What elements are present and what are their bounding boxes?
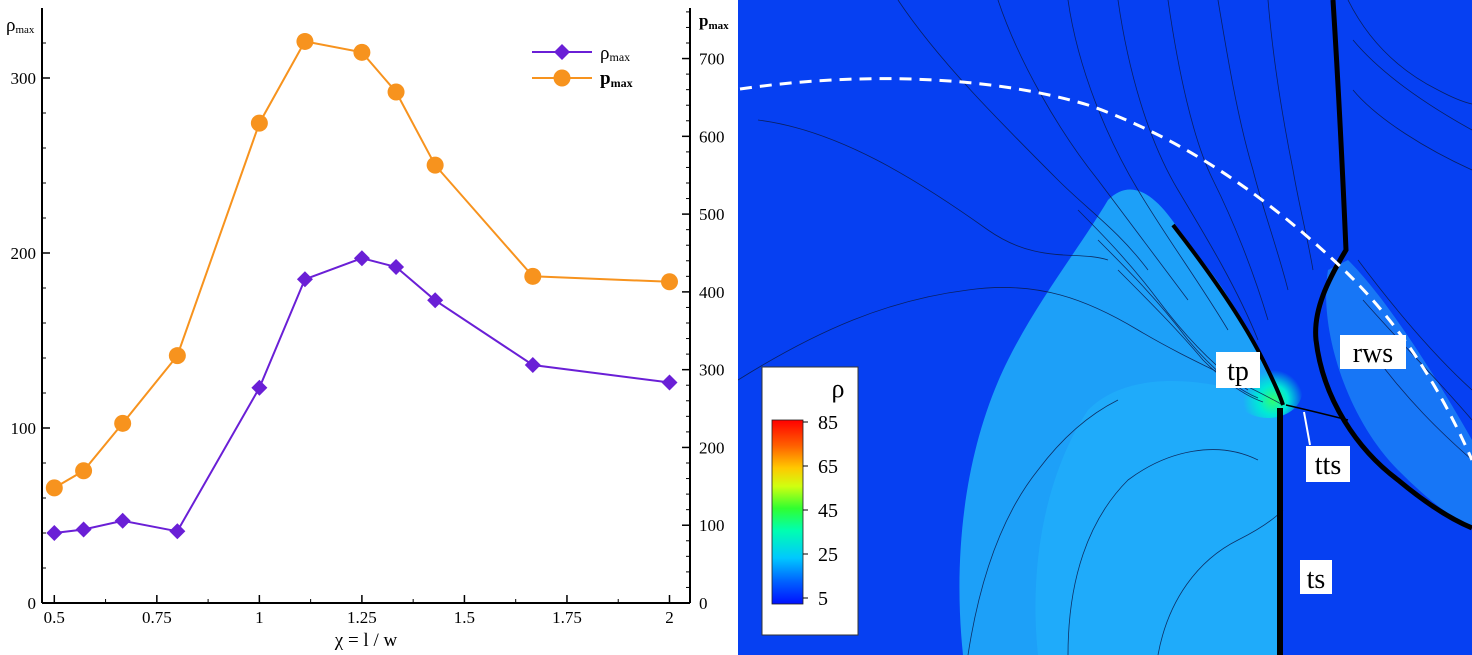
data-point-p-max	[296, 32, 314, 50]
annotation-tp-box	[1216, 352, 1260, 388]
data-point-p-max	[114, 414, 132, 432]
colorbar-ticks: 85 65 45 25 5	[803, 412, 838, 610]
axes: 0.5 0.75 1 1.25 1.5 1.75 2 0 100 200 300 0 100 200 300…	[11, 8, 725, 627]
x-tick-label: 1	[255, 608, 264, 627]
annotation-ts-box	[1300, 560, 1332, 594]
data-point-rho-max	[427, 292, 444, 309]
data-point-rho-max	[114, 512, 131, 529]
x-axis-label: χ = l / w	[334, 630, 398, 651]
colorbar-gradient	[771, 419, 804, 605]
annotation-tp-label: tp	[1227, 356, 1249, 387]
colorbar-tick-label: 25	[818, 544, 838, 566]
annotation-tp: tp	[1216, 352, 1260, 388]
x-tick-label: 0.5	[44, 608, 65, 627]
data-point-p-max	[75, 462, 93, 480]
annotation-tts-pointer	[1303, 411, 1311, 446]
annotation-ts: ts	[1300, 560, 1332, 595]
legend-swatch-marker-rho	[554, 44, 570, 60]
x-tick-label: 2	[665, 608, 674, 627]
line-chart: 0.5 0.75 1 1.25 1.5 1.75 2 0 100 200 300 0 100 200 300…	[6, 8, 729, 651]
data-point-p-max	[426, 156, 444, 174]
annotation-rws-box	[1340, 335, 1406, 369]
y-right-tick-label: 200	[699, 438, 725, 457]
reflected-shock-line	[1313, 0, 1472, 531]
legend: ρmax pmax	[532, 43, 633, 90]
x-tick-label: 0.75	[142, 608, 172, 627]
data-point-rho-max	[661, 374, 678, 391]
y-axis-label-right: pmax	[699, 11, 729, 32]
legend-label-p: pmax	[600, 68, 633, 90]
incident-shock-line	[1171, 223, 1285, 406]
data-point-p-max	[168, 347, 186, 365]
data-point-rho-max	[388, 259, 405, 275]
x-tick-label: 1.25	[347, 608, 377, 627]
colorbar-title: ρ	[832, 374, 845, 403]
shock-lines	[1171, 0, 1472, 655]
y-left-tick-label: 100	[11, 419, 37, 438]
series-line-rho-max	[54, 257, 670, 534]
colorbar-tick-label: 45	[818, 500, 838, 522]
x-tick-label: 1.5	[454, 608, 475, 627]
data-point-rho-max	[353, 250, 370, 267]
y-right-tick-label: 300	[699, 361, 725, 380]
data-point-p-max	[45, 479, 63, 497]
data-point-p-max	[524, 267, 542, 285]
series-layer	[45, 32, 678, 541]
reflected-wave-region	[1326, 260, 1472, 525]
y-left-tick-label: 200	[11, 244, 37, 263]
contour-lines	[738, 0, 1472, 655]
colorbar-legend: ρ 85 65 45 25 5	[761, 366, 859, 636]
data-point-p-max	[387, 83, 405, 101]
legend-label-rho: ρmax	[600, 43, 630, 64]
transverse-shock-line	[1285, 404, 1349, 421]
density-field-plot: tp tts rws ts ρ 85 65 45 25 5	[738, 0, 1472, 655]
data-point-rho-max	[46, 525, 63, 541]
data-point-rho-max	[169, 523, 186, 540]
annotation-rws-label: rws	[1353, 338, 1393, 369]
colorbar-tick-label: 85	[818, 412, 838, 434]
data-point-rho-max	[296, 271, 313, 288]
y-left-tick-label: 300	[11, 69, 37, 88]
data-point-p-max	[660, 273, 678, 291]
data-point-rho-max	[75, 521, 92, 538]
y-left-tick-label: 0	[28, 594, 37, 613]
annotation-tts: tts	[1303, 411, 1350, 482]
dashed-reference-line	[739, 77, 1472, 461]
annotation-rws: rws	[1340, 335, 1406, 369]
annotation-tts-box	[1306, 446, 1350, 482]
data-point-rho-max	[251, 379, 268, 396]
legend-swatch-marker-p	[553, 69, 571, 87]
y-right-tick-label: 0	[699, 594, 708, 613]
y-right-tick-label: 400	[699, 283, 725, 302]
y-right-tick-label: 500	[699, 205, 725, 224]
data-point-rho-max	[524, 357, 541, 373]
annotation-tts-label: tts	[1315, 450, 1341, 481]
colorbar-tick-label: 5	[818, 588, 828, 610]
y-axis-label-left: ρmax	[6, 15, 35, 36]
x-tick-label: 1.75	[552, 608, 582, 627]
colorbar-tick-label: 65	[818, 456, 838, 478]
data-point-p-max	[353, 43, 371, 61]
data-point-p-max	[250, 114, 268, 132]
y-right-tick-label: 600	[699, 127, 725, 146]
annotation-ts-label: ts	[1307, 564, 1326, 595]
y-right-tick-label: 700	[699, 50, 725, 69]
y-right-tick-label: 100	[699, 516, 725, 535]
